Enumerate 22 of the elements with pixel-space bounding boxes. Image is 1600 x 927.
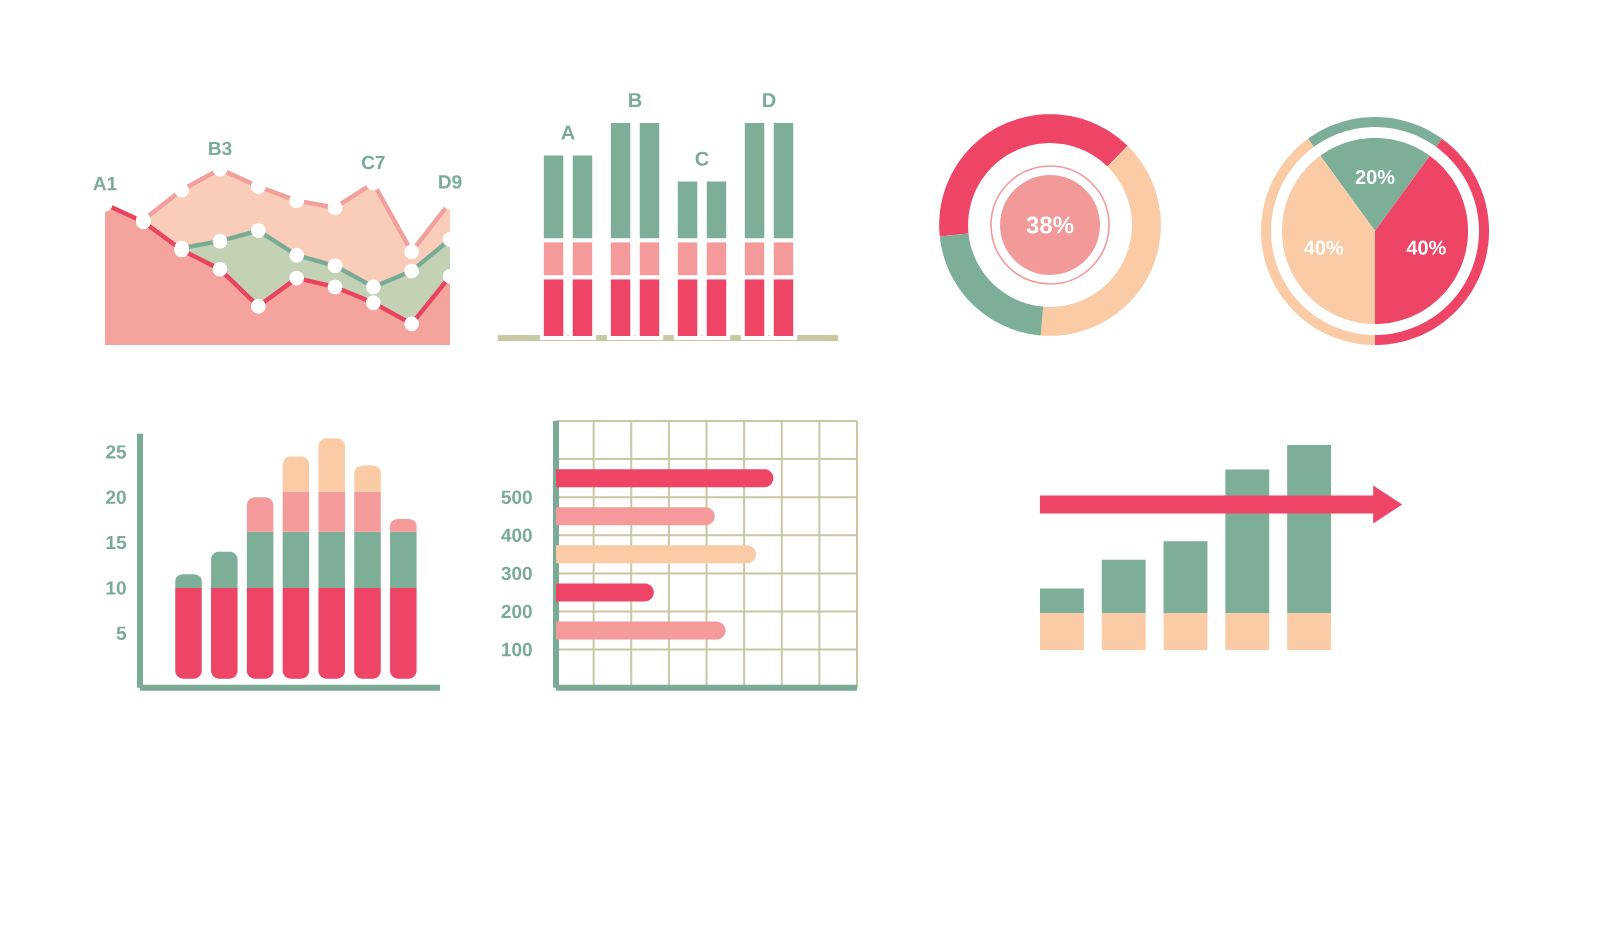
data-label: 40% <box>1304 240 1344 255</box>
x-tick-label: A1 <box>93 177 117 191</box>
y-tick-label: 500 <box>501 490 532 504</box>
y-tick-label: 10 <box>106 581 126 595</box>
y-tick-label: 100 <box>502 642 532 657</box>
x-tick-label: C <box>695 151 709 166</box>
x-tick-label: D <box>763 93 776 107</box>
y-tick-label: 400 <box>501 528 532 543</box>
y-tick-label: 300 <box>501 566 532 581</box>
text: 38% <box>1026 216 1074 234</box>
data-label: 20% <box>1355 169 1395 185</box>
x-tick-label: B <box>629 93 642 107</box>
x-tick-label: B3 <box>209 141 232 156</box>
x-tick-label: A <box>561 125 575 140</box>
y-tick-label: 15 <box>106 535 127 550</box>
y-tick-label: 25 <box>106 445 127 459</box>
x-tick-label: D9 <box>439 175 462 189</box>
y-tick-label: 20 <box>106 490 126 504</box>
y-tick-label: 200 <box>501 604 532 619</box>
data-label: 40% <box>1406 240 1446 255</box>
x-tick-label: C7 <box>361 155 385 170</box>
y-tick-label: 5 <box>116 626 127 640</box>
